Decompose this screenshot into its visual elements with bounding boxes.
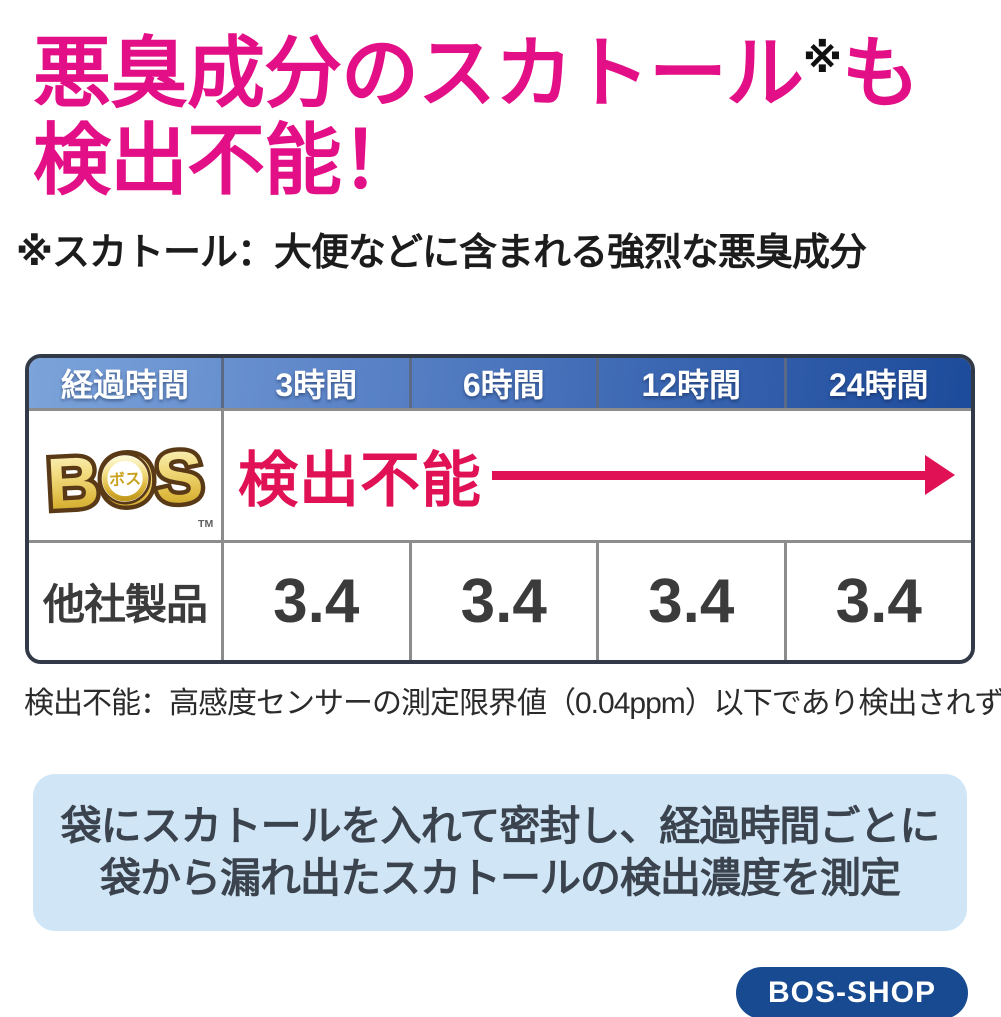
- bos-logo-ruby: ボス: [109, 470, 142, 490]
- headline-line1: 悪臭成分のスカトール※も: [33, 29, 1001, 117]
- header-cell-6h: 6時間: [408, 357, 597, 408]
- bos-shop-badge[interactable]: BOS-SHOP: [735, 966, 968, 1017]
- result-table: 経過時間 3時間 6時間 12時間 24時間: [25, 353, 975, 664]
- other-products-row: 他社製品 3.4 3.4 3.4 3.4: [29, 539, 972, 660]
- method-box: 袋にスカトールを入れて密封し、経過時間ごとに 袋から漏れ出たスカトールの検出濃度…: [33, 773, 967, 931]
- bos-row: BOS ボス TM 検出不能: [29, 407, 971, 540]
- value-cell-6h: 3.4: [408, 542, 597, 660]
- headline-line2: 検出不能！: [33, 116, 419, 205]
- reference-note: ※スカトール：大便などに含まれる強烈な悪臭成分: [16, 231, 867, 274]
- footnote: 検出不能：高感度センサーの測定限界値（0.04ppm）以下であり検出されず: [24, 686, 1001, 720]
- arrow-head: [925, 455, 955, 496]
- badge-row: BOS-SHOP: [0, 931, 1001, 1017]
- value-cell-24h: 3.4: [783, 542, 972, 660]
- table-header-row: 経過時間 3時間 6時間 12時間 24時間: [29, 357, 972, 408]
- headline-ref-mark: ※: [803, 37, 842, 81]
- bos-logo-cell: BOS ボス TM: [29, 411, 221, 540]
- bos-result-cell: 検出不能: [221, 410, 971, 540]
- undetectable-label: 検出不能: [238, 446, 482, 514]
- headline-line1-tail: も: [841, 29, 920, 117]
- arrow-right-icon: [492, 455, 955, 496]
- headline: 悪臭成分のスカトール※も 検出不能！: [0, 0, 1001, 205]
- header-cell-3h: 3時間: [221, 357, 409, 408]
- header-cell-12h: 12時間: [596, 357, 784, 408]
- header-cell-elapsed-time: 経過時間: [60, 366, 189, 403]
- arrow-line: [492, 470, 927, 480]
- bos-logo: BOS ボス TM: [41, 433, 213, 530]
- header-cell-24h: 24時間: [783, 357, 972, 408]
- value-cell-3h: 3.4: [221, 542, 409, 660]
- bos-logo-circle: [99, 452, 152, 505]
- other-products-label: 他社製品: [42, 580, 208, 628]
- value-cell-12h: 3.4: [596, 542, 784, 660]
- method-line1: 袋にスカトールを入れて密封し、経過時間ごとに: [60, 802, 941, 849]
- headline-line1-main: 悪臭成分のスカトール: [33, 29, 804, 117]
- method-line2: 袋から漏れ出たスカトールの検出濃度を測定: [100, 855, 901, 902]
- trademark-label: TM: [198, 518, 213, 530]
